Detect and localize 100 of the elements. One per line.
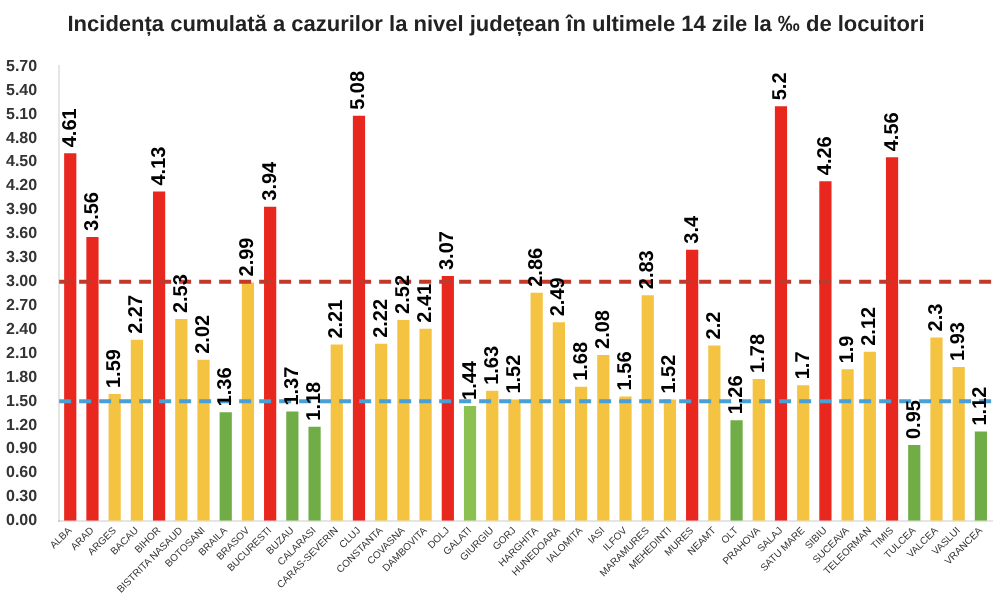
y-tick-label: 2.10 <box>5 343 39 362</box>
data-label: 2.83 <box>637 249 660 290</box>
bar <box>264 206 277 521</box>
y-tick-label: 1.80 <box>5 367 39 386</box>
bar <box>197 359 210 521</box>
data-label: 2.21 <box>326 298 349 339</box>
data-label: 4.13 <box>148 145 171 186</box>
bar <box>441 276 454 521</box>
data-label: 4.61 <box>59 107 82 148</box>
bar <box>552 322 565 521</box>
bar <box>708 345 721 521</box>
data-label: 3.56 <box>81 191 104 231</box>
chart-title: Incidența cumulată a cazurilor la nivel județean în ultimele 14 zile la ‰ de locuitori <box>67 13 925 38</box>
y-tick-label: 0.90 <box>5 439 39 458</box>
bar <box>908 445 921 521</box>
data-label: 5.2 <box>770 71 793 101</box>
bar <box>330 344 343 521</box>
y-tick-label: 5.40 <box>5 80 39 99</box>
y-tick-label: 0.30 <box>5 487 39 506</box>
data-label: 1.44 <box>459 360 482 400</box>
bar <box>930 337 943 521</box>
bar <box>308 426 321 521</box>
y-tick-label: 3.30 <box>5 248 39 267</box>
y-tick-label: 1.50 <box>5 391 39 410</box>
bar <box>375 343 388 521</box>
bar <box>64 153 77 521</box>
data-label: 3.4 <box>681 215 704 244</box>
y-tick-label: 0.60 <box>5 463 39 482</box>
bar <box>419 328 432 521</box>
data-label: 2.08 <box>592 309 615 349</box>
bar <box>130 339 143 521</box>
data-label: 2.22 <box>370 298 393 338</box>
y-tick-label: 0.00 <box>5 511 39 530</box>
bar <box>463 405 477 521</box>
data-label: 2.3 <box>925 302 948 332</box>
data-label: 1.12 <box>970 385 993 426</box>
data-label: 1.68 <box>570 341 593 381</box>
bar <box>530 292 543 521</box>
data-label: 2.12 <box>859 305 882 346</box>
bar <box>597 354 610 521</box>
data-label: 1.7 <box>792 350 815 380</box>
data-label: 2.53 <box>170 273 193 314</box>
y-tick-label: 1.20 <box>5 415 39 434</box>
data-label: 2.2 <box>703 310 726 340</box>
data-label: 1.93 <box>948 321 971 361</box>
bar <box>663 399 677 521</box>
bar <box>175 319 188 521</box>
bar <box>86 236 99 521</box>
bar <box>819 181 832 521</box>
bar <box>774 106 788 521</box>
bar <box>885 157 899 521</box>
data-label: 0.95 <box>903 399 926 440</box>
data-label: 1.52 <box>503 353 526 394</box>
data-label: 1.9 <box>837 334 860 364</box>
data-label: 2.52 <box>392 274 415 314</box>
bar <box>486 390 499 521</box>
data-label: 1.18 <box>304 380 327 421</box>
data-label: 1.26 <box>726 374 749 415</box>
data-label: 4.26 <box>814 135 837 176</box>
y-tick-label: 5.70 <box>5 56 39 75</box>
bar <box>219 412 232 521</box>
data-label: 2.49 <box>548 276 571 317</box>
y-tick-label: 4.20 <box>5 176 39 195</box>
data-label: 2.02 <box>193 313 216 354</box>
bar <box>108 394 121 521</box>
data-label: 2.86 <box>526 246 549 287</box>
data-label: 1.78 <box>748 333 771 373</box>
bar <box>152 191 166 521</box>
bar <box>641 295 654 521</box>
y-tick-label: 4.50 <box>5 152 39 171</box>
data-label: 4.56 <box>881 111 904 152</box>
bar <box>974 431 987 521</box>
y-tick-label: 3.90 <box>5 200 39 219</box>
data-label: 3.94 <box>259 160 282 201</box>
bar <box>619 396 632 521</box>
bar <box>841 369 854 521</box>
data-label: 5.08 <box>348 70 371 110</box>
y-tick-label: 5.10 <box>5 104 39 123</box>
bar <box>863 351 876 521</box>
bar <box>352 115 366 521</box>
bar <box>286 411 299 521</box>
bar <box>574 386 588 521</box>
bar <box>241 282 255 521</box>
bar <box>952 366 965 521</box>
data-label: 2.99 <box>237 236 260 277</box>
bar <box>730 420 743 521</box>
data-label: 1.37 <box>281 365 304 406</box>
data-label: 1.36 <box>215 366 238 407</box>
data-label: 1.56 <box>615 350 638 391</box>
data-label: 3.07 <box>437 230 460 271</box>
bar <box>686 249 699 521</box>
bar <box>397 319 410 521</box>
y-tick-label: 4.80 <box>5 128 39 147</box>
y-tick-label: 3.00 <box>5 272 39 291</box>
data-label: 2.41 <box>415 282 438 323</box>
y-tick-label: 3.60 <box>5 224 39 243</box>
bar <box>797 385 810 521</box>
bar <box>508 399 521 521</box>
y-tick-label: 2.70 <box>5 295 39 314</box>
y-tick-label: 2.40 <box>5 319 39 338</box>
